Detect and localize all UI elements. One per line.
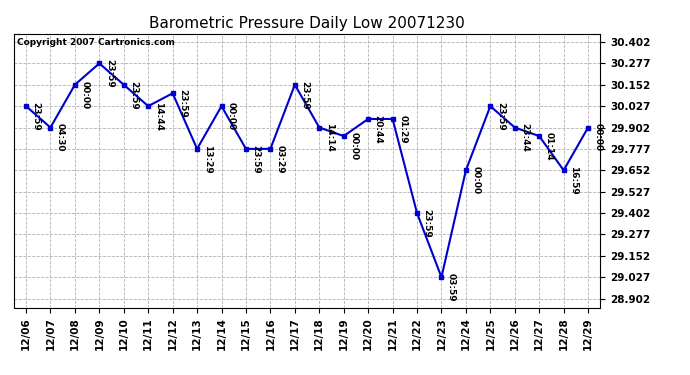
Text: 23:44: 23:44	[520, 123, 529, 152]
Text: 23:59: 23:59	[105, 59, 114, 88]
Text: 03:59: 03:59	[447, 273, 456, 302]
Title: Barometric Pressure Daily Low 20071230: Barometric Pressure Daily Low 20071230	[149, 16, 465, 31]
Text: 23:59: 23:59	[496, 102, 505, 131]
Text: 00:00: 00:00	[81, 81, 90, 109]
Text: 04:30: 04:30	[56, 123, 65, 152]
Text: 00:00: 00:00	[593, 123, 602, 152]
Text: 23:59: 23:59	[178, 89, 187, 118]
Text: 23:59: 23:59	[129, 81, 138, 110]
Text: 23:59: 23:59	[252, 145, 261, 174]
Text: 23:59: 23:59	[32, 102, 41, 131]
Text: Copyright 2007 Cartronics.com: Copyright 2007 Cartronics.com	[17, 38, 175, 47]
Text: 01:29: 01:29	[398, 115, 407, 143]
Text: 23:59: 23:59	[300, 81, 309, 110]
Text: 14:14: 14:14	[325, 123, 334, 152]
Text: 03:29: 03:29	[276, 145, 285, 173]
Text: 23:59: 23:59	[422, 209, 431, 238]
Text: 20:44: 20:44	[374, 115, 383, 144]
Text: 13:29: 13:29	[203, 145, 212, 174]
Text: 16:59: 16:59	[569, 166, 578, 195]
Text: 00:00: 00:00	[471, 166, 480, 194]
Text: 01:14: 01:14	[545, 132, 554, 160]
Text: 14:44: 14:44	[154, 102, 163, 131]
Text: 00:00: 00:00	[227, 102, 236, 130]
Text: 00:00: 00:00	[349, 132, 358, 160]
